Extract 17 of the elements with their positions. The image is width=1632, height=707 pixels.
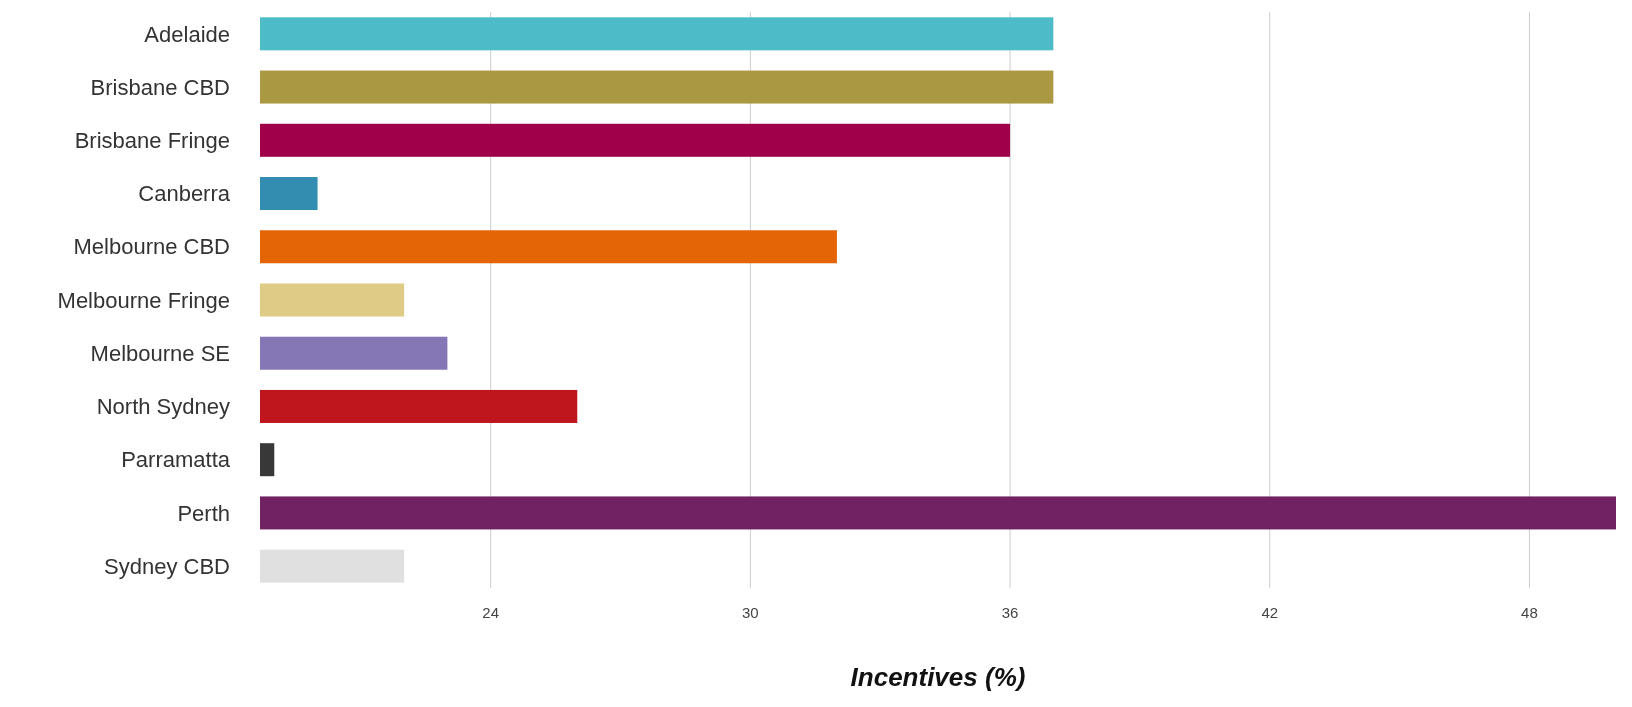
y-tick-label: Melbourne SE — [90, 340, 230, 366]
x-axis-title: Incentives (%) — [850, 662, 1026, 692]
y-tick-label: North Sydney — [96, 394, 230, 420]
x-tick-label: 30 — [742, 604, 759, 621]
y-tick-label: Melbourne CBD — [73, 234, 230, 260]
y-tick-label: Melbourne Fringe — [57, 287, 230, 313]
x-tick-label: 24 — [482, 604, 500, 621]
y-tick-label: Canberra — [138, 181, 231, 207]
y-tick-label: Parramatta — [121, 447, 231, 473]
y-tick-label: Brisbane CBD — [90, 74, 230, 100]
x-tick-label: 48 — [1521, 604, 1538, 621]
y-tick-label: Sydney CBD — [104, 553, 230, 579]
y-tick-label: Adelaide — [144, 21, 230, 47]
y-tick-label: Brisbane Fringe — [74, 128, 230, 153]
y-tick-label: Perth — [177, 500, 230, 526]
x-tick-label: 36 — [1001, 604, 1019, 621]
x-tick-label: 42 — [1261, 604, 1279, 621]
